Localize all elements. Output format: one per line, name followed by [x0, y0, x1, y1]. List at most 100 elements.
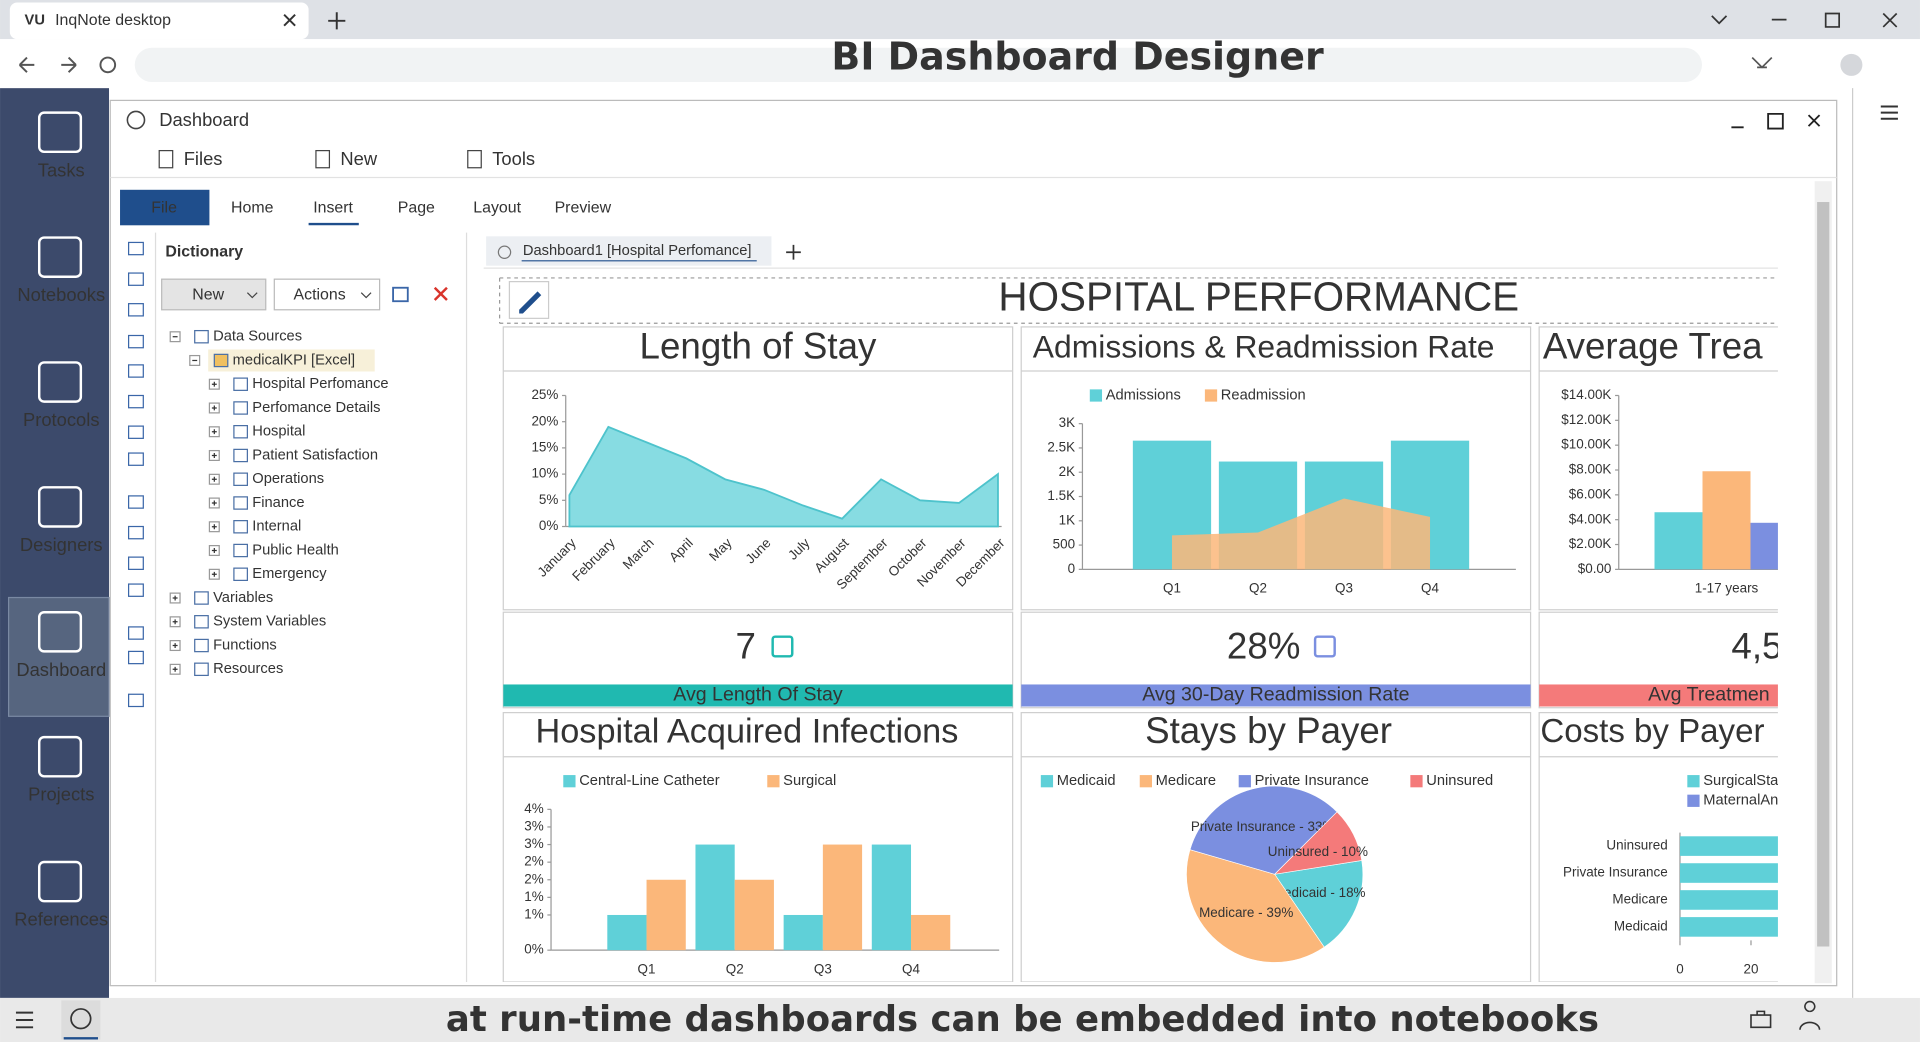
reload[interactable] [99, 56, 117, 74]
banner-top: BI Dashboard Designer [831, 34, 1324, 78]
browser-actions[interactable] [1751, 56, 1773, 69]
tab-close[interactable] [283, 14, 296, 27]
kpi-label: Avg Treatmen [1648, 684, 1770, 706]
sidebar-icon[interactable] [37, 610, 83, 653]
y-tick-label: $0.00 [1578, 561, 1612, 576]
sidebar-icon[interactable] [37, 735, 83, 778]
toolbox-icon[interactable] [127, 334, 144, 349]
status-actions[interactable] [1750, 1000, 1821, 1030]
edit-icon [519, 291, 542, 314]
toolbox-icon[interactable] [127, 583, 144, 597]
y-tick-label: 5% [539, 492, 558, 507]
toolbox-icon[interactable] [127, 556, 144, 570]
legend-swatch [563, 775, 576, 788]
y-tick-label: Private Insurance [1563, 865, 1668, 880]
tree-label[interactable]: Data Sources [213, 329, 302, 345]
tree-label[interactable]: Functions [213, 637, 277, 653]
sidebar-icon[interactable] [37, 860, 83, 903]
ribbon-tab[interactable]: Insert [313, 199, 353, 216]
dictionary-edit[interactable] [392, 286, 409, 303]
toolbox-icon[interactable] [127, 272, 144, 286]
tree-label[interactable]: Finance [252, 495, 304, 511]
ribbon-tab[interactable]: Page [398, 199, 435, 216]
dictionary-button-label[interactable]: Actions [294, 286, 346, 303]
y-tick-label: 3% [524, 836, 543, 851]
toolbox-icon[interactable] [127, 693, 144, 708]
window-controls[interactable] [1731, 112, 1821, 130]
tree-label[interactable]: Perfomance Details [252, 400, 380, 416]
toolbox-icon[interactable] [127, 495, 144, 509]
sidebar-icon[interactable] [37, 361, 83, 403]
x-tick-label: 0 [1676, 961, 1683, 976]
tree-label[interactable]: Public Health [252, 542, 339, 558]
bar [1702, 471, 1751, 570]
sidebar-label[interactable]: Tasks [38, 159, 85, 180]
kpi-value: 4,5 [1731, 626, 1782, 667]
toolbox-icon[interactable] [127, 425, 144, 439]
toolbox-icon[interactable] [127, 241, 144, 256]
y-tick-label: 20% [531, 413, 558, 428]
x-tick-label: Q4 [902, 961, 920, 976]
toolbox-icon[interactable] [127, 364, 144, 378]
toolbox-icon[interactable] [127, 525, 144, 540]
bar [646, 879, 686, 951]
y-tick-label: 0% [539, 518, 558, 533]
status-dashboard[interactable] [61, 1000, 101, 1040]
tree-label[interactable]: medicalKPI [Excel] [233, 352, 355, 368]
ribbon-tab[interactable]: Preview [555, 199, 612, 216]
sidebar-icon[interactable] [37, 111, 83, 154]
menu-item[interactable]: Files [184, 148, 223, 169]
sidebar-label[interactable]: References [14, 909, 108, 930]
ribbon-tab[interactable]: Home [231, 199, 274, 216]
legend-swatch [1089, 389, 1103, 402]
menu-item[interactable]: Tools [492, 148, 535, 169]
browser-tab[interactable] [9, 2, 309, 40]
toolbox-icon[interactable] [127, 303, 144, 317]
address-bar[interactable] [134, 47, 1703, 83]
x-tick-label: Q3 [814, 961, 832, 976]
tree-label[interactable]: Hospital [252, 424, 305, 440]
legend-label: Admissions [1106, 387, 1181, 403]
tree-label[interactable]: Variables [213, 590, 273, 606]
dictionary-delete[interactable] [433, 286, 448, 301]
legend-label: Medicaid [1057, 773, 1116, 789]
menu-button[interactable] [1880, 105, 1898, 120]
tree-label[interactable]: System Variables [213, 614, 326, 630]
ribbon-tab[interactable]: File [151, 199, 177, 216]
sidebar-label[interactable]: Designers [20, 534, 103, 555]
sidebar-label[interactable]: Projects [28, 784, 94, 805]
toolbox-icon[interactable] [127, 626, 144, 640]
tree-label[interactable]: Operations [252, 471, 324, 487]
tree-label[interactable]: Hospital Perfomance [252, 376, 388, 392]
menu-item[interactable]: New [340, 148, 377, 169]
legend-swatch [1410, 775, 1423, 788]
profile[interactable] [1840, 53, 1863, 76]
y-tick-label: $2.00K [1569, 536, 1612, 551]
ribbon-tab[interactable]: Layout [473, 199, 521, 216]
add-tab[interactable] [786, 244, 801, 260]
tree-label[interactable]: Resources [213, 661, 283, 677]
window-controls[interactable] [1711, 12, 1898, 28]
tree-label[interactable]: Patient Satisfaction [252, 447, 378, 463]
tree-label[interactable]: Emergency [252, 566, 327, 582]
tree-icon [233, 496, 248, 510]
nav-buttons[interactable] [18, 56, 77, 73]
sidebar-icon[interactable] [37, 486, 83, 528]
y-tick-label: 2K [1059, 464, 1075, 479]
sidebar-label[interactable]: Dashboard [16, 659, 106, 680]
tree-label[interactable]: Internal [252, 519, 301, 535]
tree-toggle-sign [211, 548, 217, 553]
sidebar-icon[interactable] [37, 236, 83, 278]
sidebar-label[interactable]: Notebooks [17, 284, 105, 305]
dictionary-button-label[interactable]: New [192, 286, 224, 303]
dictionary-button[interactable] [273, 278, 381, 311]
x-tick-label: Q1 [1163, 581, 1181, 596]
status-menu[interactable] [15, 1011, 34, 1029]
toolbox-icon[interactable] [127, 452, 144, 466]
new-tab[interactable] [328, 12, 346, 30]
toolbox-icon[interactable] [127, 650, 144, 665]
sidebar-label[interactable]: Protocols [23, 409, 100, 430]
toolbox-icon[interactable] [127, 394, 144, 409]
scroll-thumb[interactable] [1817, 202, 1830, 947]
y-tick-label: $10.00K [1561, 437, 1611, 452]
